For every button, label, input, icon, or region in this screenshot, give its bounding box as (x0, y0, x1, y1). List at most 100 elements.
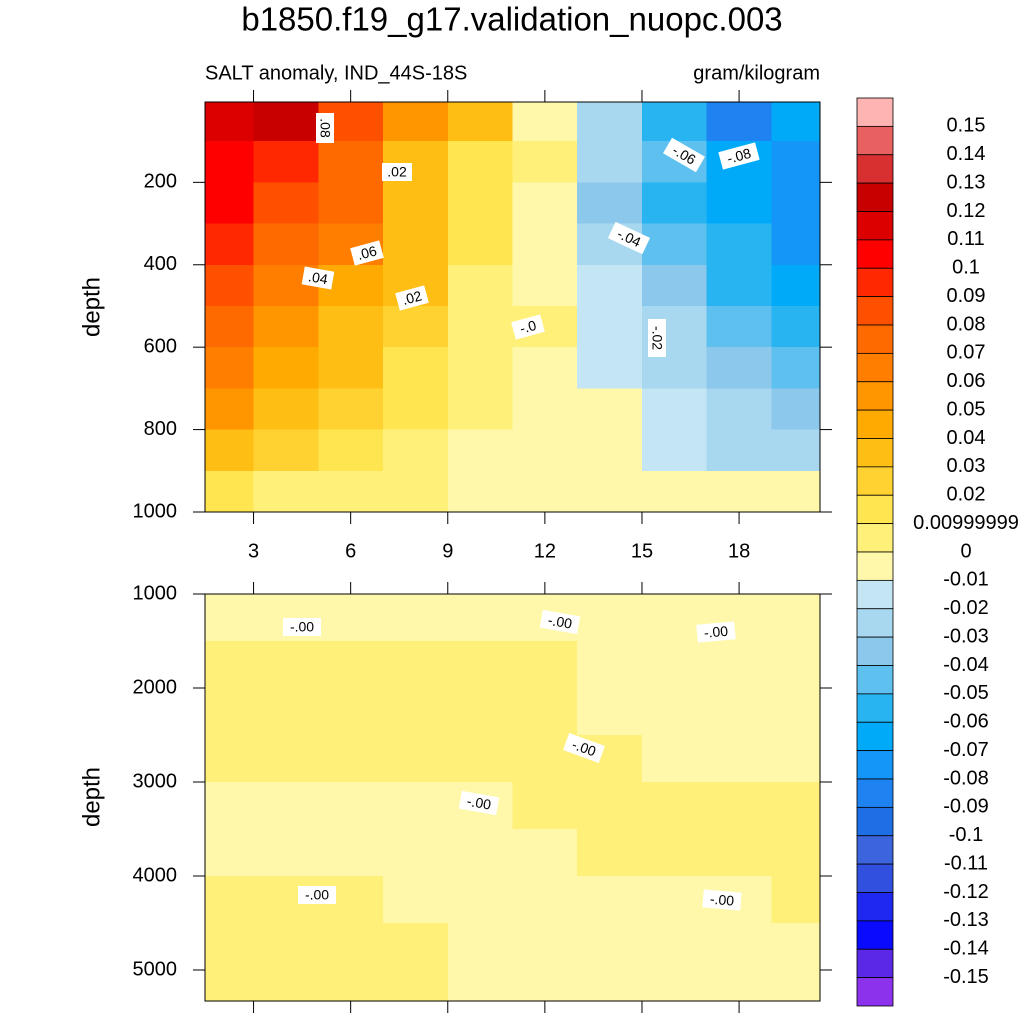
contour-cell (771, 305, 821, 348)
colorbar-box (856, 948, 894, 979)
contour-label-box (298, 886, 336, 904)
contour-cell (641, 781, 708, 830)
contour-cell (383, 102, 449, 142)
contour-cell (447, 305, 513, 348)
contour-cell (383, 922, 449, 971)
colorbar-box (856, 693, 894, 723)
colorbar-label: 0.14 (947, 143, 986, 165)
contour-label-box (316, 113, 334, 143)
contour-cell (318, 969, 384, 1002)
contour-field (205, 594, 821, 1002)
contour-label-text: .08 (317, 118, 333, 138)
contour-cell (577, 687, 643, 736)
contour-cell (771, 781, 821, 830)
colorbar-label: 0.00999999 (913, 512, 1019, 534)
contour-cell (318, 347, 384, 389)
colorbar-box (856, 352, 894, 383)
y-axis-label: depth (78, 767, 105, 827)
contour-cell (205, 102, 255, 142)
contour-cell (641, 223, 708, 266)
contour-cell (383, 687, 449, 736)
contour-cell (771, 141, 821, 183)
contour-cell (771, 182, 821, 225)
contour-label: -.00 (563, 733, 605, 763)
contour-label-text: -.00 (570, 736, 598, 759)
contour-cell (318, 922, 384, 971)
contour-cell (771, 388, 821, 431)
contour-cell (447, 828, 513, 877)
colorbar-box (856, 806, 894, 837)
contour-cell (577, 781, 643, 830)
contour-cell (383, 223, 449, 266)
colorbar-label: 0 (960, 540, 971, 562)
contour-cell (641, 875, 708, 924)
colorbar-label: -0.15 (943, 966, 989, 988)
contour-label: -.02 (648, 319, 666, 357)
contour-cell (771, 470, 821, 513)
contour-cell (577, 141, 643, 183)
contour-cell (771, 734, 821, 783)
subtitle: SALT anomaly, IND_44S-18S (205, 62, 467, 84)
contour-cell (447, 347, 513, 389)
colorbar-box (856, 438, 894, 468)
colorbar-label: -0.1 (949, 824, 983, 846)
y-tick-label: 1000 (133, 582, 178, 604)
contour-cell (318, 734, 384, 783)
contour-cell (577, 388, 643, 431)
plot-frame (204, 101, 821, 513)
contour-cell (577, 640, 643, 689)
figure-title: b1850.f19_g17.validation_nuopc.003 (241, 1, 782, 38)
contour-cell (253, 182, 319, 225)
contour-label-text: -.0 (518, 317, 538, 337)
colorbar-label: -0.09 (943, 796, 989, 818)
colorbar-label: -0.12 (943, 881, 989, 903)
colorbar-box (856, 977, 894, 1007)
contour-label-box (663, 137, 705, 173)
contour-cell (641, 594, 708, 642)
contour-label: .08 (316, 113, 334, 143)
contour-cell (706, 734, 772, 783)
contour-cell (512, 687, 578, 736)
contour-label-text: -.00 (305, 887, 329, 903)
colorbar-box (856, 324, 894, 354)
contour-cell (771, 828, 821, 877)
contour-cell (318, 388, 384, 431)
contour-cell (447, 640, 513, 689)
colorbar-box (856, 381, 894, 411)
colorbar-box (856, 494, 894, 525)
colorbar-box (856, 125, 894, 156)
contour-cell (577, 102, 643, 142)
colorbar-label: -0.11 (944, 852, 988, 874)
contour-cell (641, 828, 708, 877)
contour-label-text: .04 (307, 268, 329, 287)
y-tick-label: 200 (144, 171, 177, 193)
y-tick-label: 800 (144, 418, 177, 440)
contour-label-box (395, 285, 429, 311)
colorbar-label: 0.04 (947, 427, 986, 449)
contour-label-text: -.00 (466, 793, 493, 813)
contour-label-box (511, 314, 545, 340)
contour-cell (512, 828, 578, 877)
contour-cell (512, 922, 578, 971)
contour-cell (706, 470, 772, 513)
contour-cell (706, 102, 772, 142)
colorbar-label: 0.07 (947, 342, 986, 364)
contour-cell (512, 347, 578, 389)
contour-label-text: .02 (400, 287, 423, 308)
contour-cell (253, 429, 319, 472)
contour-cell (383, 828, 449, 877)
contour-label-box (718, 142, 760, 170)
contour-cell (205, 781, 255, 830)
y-tick-label: 3000 (133, 770, 178, 792)
contour-label-box (648, 319, 666, 357)
contour-label-box (301, 266, 335, 290)
contour-cell (577, 922, 643, 971)
contour-cell (205, 594, 255, 642)
contour-label: -.00 (283, 618, 321, 636)
contour-cell (447, 141, 513, 183)
contour-cell (383, 875, 449, 924)
contour-cell (447, 429, 513, 472)
contour-cell (771, 102, 821, 142)
contour-cell (253, 141, 319, 183)
